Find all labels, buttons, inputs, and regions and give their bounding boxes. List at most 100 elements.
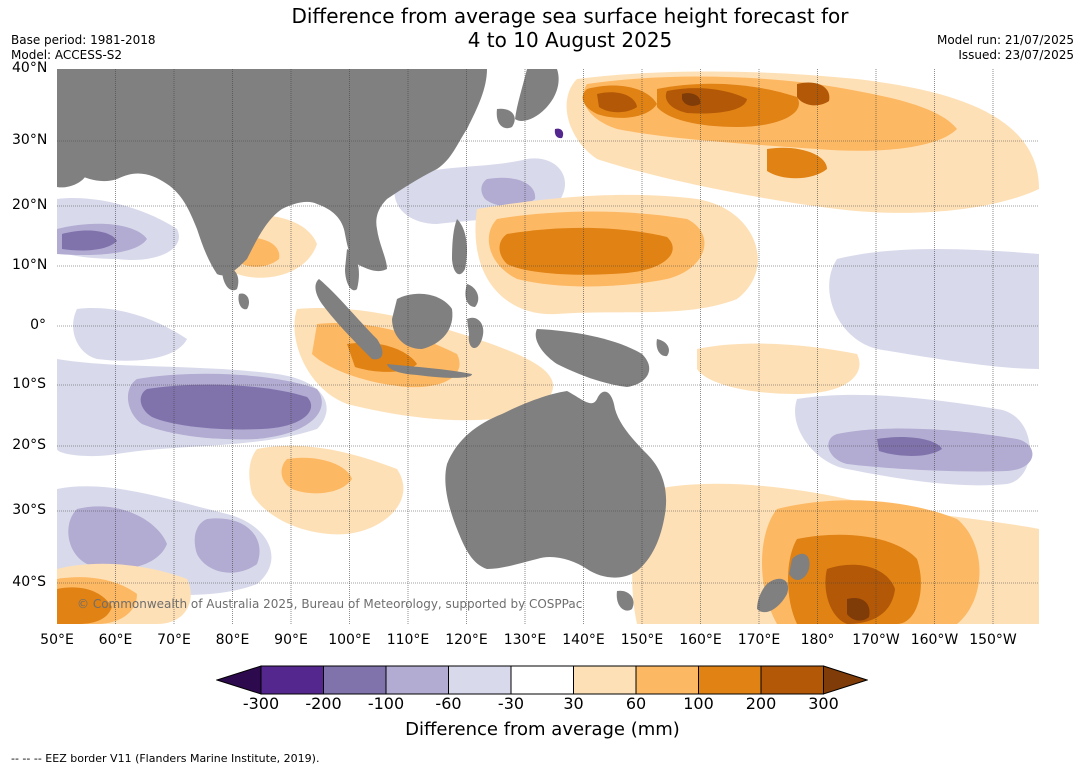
longitude-label: 170°W (852, 632, 900, 648)
land-sri-lanka (238, 293, 250, 310)
base-period: Base period: 1981-2018 (11, 33, 156, 47)
latitude-label: 10°S (12, 376, 46, 392)
pos-mid-indian-south (281, 457, 352, 494)
colorbar-segment (510, 665, 574, 695)
land-mindanao (465, 284, 479, 307)
title-line-1: Difference from average sea surface heig… (291, 4, 849, 28)
meta-left: Base period: 1981-2018 Model: ACCESS-S2 (11, 33, 156, 63)
pos-strong-sw (57, 587, 112, 624)
longitude-label: 70°E (157, 632, 191, 648)
latitude-label: 10°N (12, 257, 48, 273)
longitude-label: 130°E (503, 632, 547, 648)
neg-blob-scs (481, 177, 536, 207)
sea-surface-height-map (57, 69, 1039, 624)
longitude-label: 110°E (386, 632, 430, 648)
land-sulawesi (467, 317, 484, 349)
longitude-label: 100°E (328, 632, 371, 648)
eez-footnote: -- -- -- EEZ border V11 (Flanders Marine… (11, 752, 320, 765)
land-new-zealand-north (789, 553, 810, 581)
colorbar-extend-low (216, 665, 262, 695)
longitude-label: 140°E (562, 632, 605, 648)
latitude-label: 40°N (12, 60, 48, 76)
land-japan (515, 69, 559, 121)
neg-core-spac (877, 437, 942, 456)
latitude-label: 30°S (12, 502, 46, 518)
copyright-notice: © Commonwealth of Australia 2025, Bureau… (77, 597, 583, 611)
colorbar-tick-label: 30 (563, 694, 584, 713)
colorbar-tick-label: -30 (497, 694, 525, 713)
longitude-label: 80°E (215, 632, 250, 648)
colorbar-tick-label: 300 (808, 694, 839, 713)
pos-strong-wpac (499, 227, 673, 275)
land-tasmania (616, 590, 634, 611)
longitude-label: 160°E (679, 632, 722, 648)
pos-core-npac-3 (797, 82, 830, 106)
neg-blob-indian-2 (68, 506, 167, 569)
colorbar-tick-label: -100 (367, 694, 405, 713)
land-malay (345, 249, 359, 291)
pos-core-spac (825, 564, 895, 624)
colorbar-tick-label: 100 (683, 694, 714, 713)
colorbar-segment (635, 665, 699, 695)
land-sumatra (315, 279, 383, 360)
land-australia (445, 391, 667, 578)
colorbar-segment (698, 665, 762, 695)
longitude-label: 50°E (40, 632, 74, 648)
land-png-islands (656, 339, 669, 357)
land-new-zealand-south (757, 578, 789, 613)
land-india-tip (222, 267, 239, 291)
colorbar-segment (448, 665, 512, 695)
land-asia-mainland (57, 69, 487, 276)
neg-core-indian (140, 384, 312, 430)
model-run: Model run: 21/07/2025 (936, 33, 1074, 47)
longitude-label: 120°E (445, 632, 488, 648)
neg-core-arabian (62, 230, 117, 251)
neg-blob-indian-3 (194, 518, 260, 573)
latitude-label: 30°N (12, 132, 48, 148)
model-name: Model: ACCESS-S2 (11, 48, 123, 62)
colorbar-tick-label: 60 (625, 694, 647, 713)
longitude-label: 150°E (620, 632, 664, 648)
colorbar-segment (573, 665, 637, 695)
latitude-label: 40°S (12, 574, 46, 590)
anomaly-field (57, 71, 1039, 624)
title-line-2: 4 to 10 August 2025 (467, 28, 673, 52)
colorbar-segment (760, 665, 824, 695)
land-arabia-horn (57, 159, 87, 188)
meta-right: Model run: 21/07/2025 Issued: 23/07/2025 (937, 33, 1074, 63)
latitude-label: 0° (30, 317, 46, 333)
pos-band-central-equator (697, 343, 860, 394)
pos-core-spac-deep (847, 597, 870, 621)
land-borneo (392, 293, 453, 349)
longitude-label: 60°E (98, 632, 133, 648)
chart-title: Difference from average sea surface heig… (0, 4, 1085, 52)
land (57, 69, 810, 613)
neg-core-scs-deep (554, 128, 564, 139)
colorbar-tick-label: -60 (435, 694, 462, 713)
land-philippines (452, 219, 467, 275)
neg-band-east-equator (829, 249, 1039, 369)
colorbar-tick-label: 200 (745, 694, 777, 713)
colorbar-extend-high (823, 665, 868, 695)
issued-date: Issued: 23/07/2025 (958, 48, 1074, 62)
latitude-label: 20°N (12, 197, 48, 213)
pos-core-npac-deep (682, 93, 701, 106)
colorbar-segment (385, 665, 449, 695)
colorbar-tick-label: -300 (242, 694, 280, 713)
longitude-label: 170°E (737, 632, 781, 648)
longitude-label: 90°E (274, 632, 308, 648)
longitude-label: 150°W (969, 632, 1017, 648)
land-japan-south (496, 108, 515, 129)
pos-core-npac-1 (597, 92, 637, 113)
longitude-label: 180° (800, 632, 835, 648)
colorbar-title: Difference from average (mm) (405, 719, 680, 740)
colorbar-segment (260, 665, 324, 695)
neg-band-indian-mid (73, 308, 187, 361)
colorbar (216, 665, 868, 695)
colorbar-segment (323, 665, 387, 695)
land-new-guinea (535, 329, 650, 387)
longitude-label: 160°W (910, 632, 959, 648)
pos-strong-npac-3 (767, 147, 827, 179)
graticule (57, 69, 1039, 624)
colorbar-tick-label: -200 (305, 694, 342, 713)
